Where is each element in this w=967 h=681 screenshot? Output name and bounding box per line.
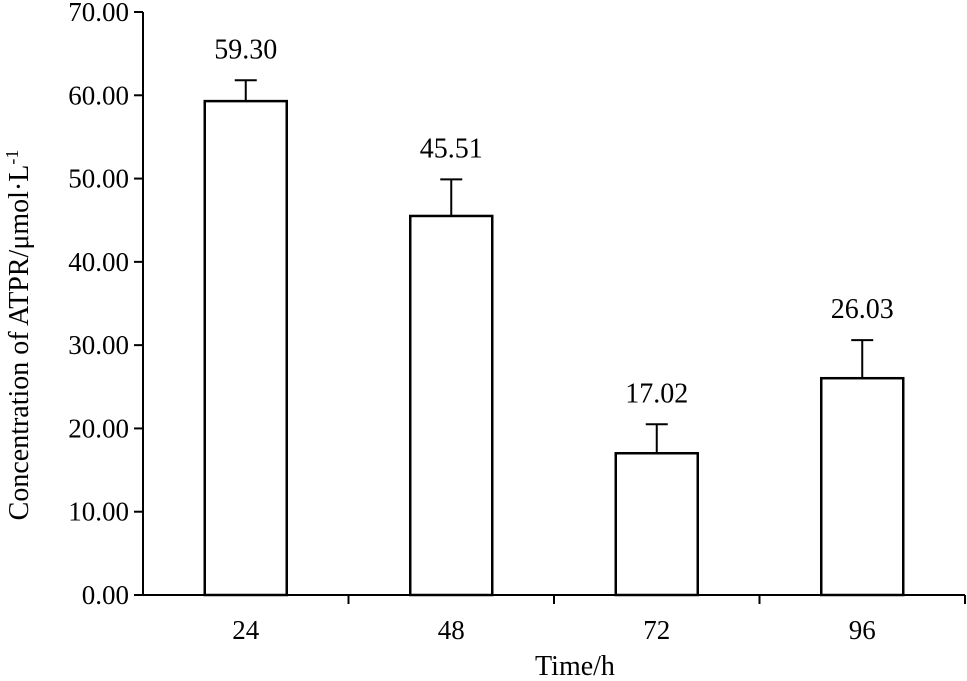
y-axis-title: Concentration of ATPR/μmol·L-1 xyxy=(2,150,35,521)
bar-value-label: 45.51 xyxy=(420,133,483,164)
y-tick-label: 10.00 xyxy=(68,497,129,527)
x-category-label: 48 xyxy=(438,615,465,645)
y-tick-label: 40.00 xyxy=(68,247,129,277)
y-tick-label: 70.00 xyxy=(68,0,129,27)
y-tick-label: 0.00 xyxy=(82,580,129,610)
y-tick-label: 60.00 xyxy=(68,80,129,110)
x-axis-title: Time/h xyxy=(535,651,615,681)
bar-value-label: 17.02 xyxy=(625,378,688,409)
y-axis-title-superscript: -1 xyxy=(2,150,22,165)
y-tick-label: 20.00 xyxy=(68,413,129,443)
bar xyxy=(203,99,288,597)
x-axis-ticks xyxy=(347,595,966,604)
bar-value-label: 26.03 xyxy=(831,294,894,325)
bar xyxy=(409,214,494,597)
bar xyxy=(614,451,699,597)
bars: 59.30 24 45.51 48 17.02 72 26.03 96 xyxy=(203,34,905,645)
bar-value-label: 59.30 xyxy=(214,34,277,65)
x-category-label: 72 xyxy=(643,615,670,645)
y-axis-ticks: 0.00 10.00 20.00 30.00 40.00 50.00 60.00 70.00 xyxy=(68,0,143,610)
y-tick-label: 30.00 xyxy=(68,330,129,360)
x-category-label: 24 xyxy=(232,615,260,645)
y-axis-title-main: Concentration of ATPR/μmol·L xyxy=(4,165,35,521)
x-category-label: 96 xyxy=(849,615,876,645)
bar xyxy=(820,376,905,597)
y-tick-label: 50.00 xyxy=(68,164,129,194)
